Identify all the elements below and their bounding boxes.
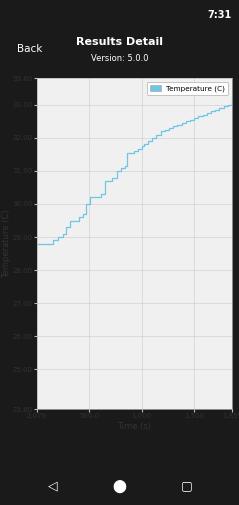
Text: Results Detail: Results Detail <box>76 36 163 46</box>
Text: Version: 5.0.0: Version: 5.0.0 <box>91 54 148 63</box>
Text: 7:31: 7:31 <box>208 10 232 20</box>
Text: ▢: ▢ <box>180 480 192 492</box>
Y-axis label: Temperature (C): Temperature (C) <box>2 210 11 278</box>
Text: Back: Back <box>17 44 42 54</box>
X-axis label: Time (s): Time (s) <box>117 422 152 431</box>
Text: ⬤: ⬤ <box>113 479 126 493</box>
Legend: Temperature (C): Temperature (C) <box>147 82 228 94</box>
Text: ◁: ◁ <box>48 480 57 492</box>
